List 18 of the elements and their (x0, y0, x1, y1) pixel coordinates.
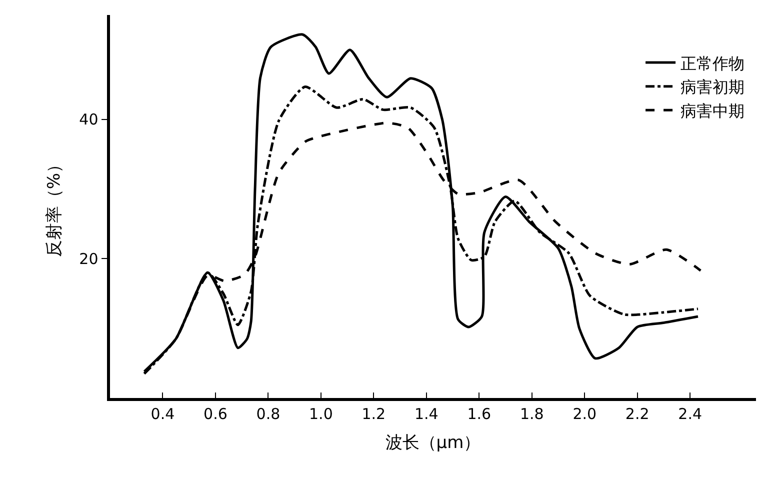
x-tick-label: 1.4 (414, 404, 438, 423)
legend-label: 病害初期 (680, 78, 745, 97)
legend-label: 病害中期 (680, 101, 745, 120)
x-tick-label: 1.6 (467, 404, 492, 423)
x-tick-label: 0.4 (150, 404, 175, 423)
y-tick-label: 20 (79, 250, 98, 268)
x-tick-label: 1.8 (520, 404, 544, 423)
x-tick-label: 1.0 (309, 404, 333, 423)
x-tick-label: 1.2 (362, 404, 386, 423)
x-tick-label: 0.6 (204, 404, 228, 423)
y-tick-label: 40 (79, 110, 98, 129)
x-tick-label: 2.0 (572, 404, 597, 423)
x-tick-label: 2.2 (625, 404, 650, 423)
legend-label: 正常作物 (680, 54, 745, 73)
y-axis-title: 反射率（%） (44, 156, 65, 258)
x-axis-title: 波长（μm） (385, 433, 481, 454)
x-tick-label: 0.8 (256, 404, 280, 423)
x-tick-label: 2.4 (678, 404, 702, 423)
